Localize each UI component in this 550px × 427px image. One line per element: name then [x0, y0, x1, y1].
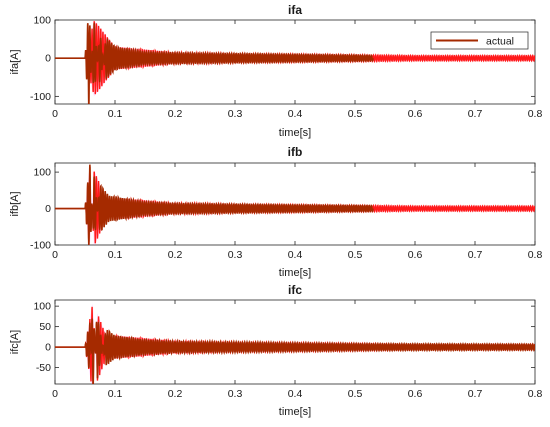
chart-title: ifa [288, 3, 302, 17]
x-tick-label: 0.1 [108, 388, 123, 400]
y-axis-label: ifc[A] [9, 330, 21, 354]
x-axis-label: time[s] [279, 406, 311, 418]
y-tick-label: 0 [45, 203, 51, 215]
legend-box [430, 31, 529, 50]
x-tick-label: 0.7 [468, 108, 483, 120]
y-tick-label: 50 [39, 321, 51, 333]
x-tick-label: 0.4 [288, 249, 303, 261]
series-actual-line [55, 318, 535, 384]
series-actual-line [55, 164, 374, 245]
x-tick-label: 0.5 [348, 249, 363, 261]
x-tick-label: 0.8 [528, 388, 543, 400]
legend-entry-actual: actual [486, 36, 514, 48]
y-tick-label: -100 [30, 240, 51, 252]
y-ticks: -100 0 100 [30, 167, 535, 252]
x-ticks: 0 0.1 0.2 0.3 0.4 0.5 0.6 0.7 0.8 [52, 300, 542, 400]
x-tick-label: 0.1 [108, 108, 123, 120]
x-tick-label: 0.6 [408, 108, 423, 120]
x-tick-label: 0.1 [108, 249, 123, 261]
series-lines [55, 21, 535, 104]
x-tick-label: 0 [52, 388, 58, 400]
x-tick-label: 0.2 [168, 388, 183, 400]
x-ticks: 0 0.1 0.2 0.3 0.4 0.5 0.6 0.7 0.8 [52, 20, 542, 120]
y-tick-label: 0 [45, 53, 51, 65]
x-tick-label: 0.3 [228, 388, 243, 400]
x-tick-label: 0 [52, 108, 58, 120]
x-tick-label: 0.2 [168, 108, 183, 120]
legend: actual [430, 31, 529, 50]
series-lines [55, 306, 535, 384]
x-tick-label: 0.4 [288, 388, 303, 400]
y-axis-label: ifa[A] [9, 49, 21, 74]
y-tick-label: 100 [33, 301, 51, 313]
x-axis-label: time[s] [279, 127, 311, 139]
chart-title: ifc [288, 283, 302, 297]
series-lines [55, 164, 535, 245]
x-tick-label: 0.3 [228, 249, 243, 261]
x-tick-label: 0.6 [408, 249, 423, 261]
x-tick-label: 0.8 [528, 249, 543, 261]
panel-ifc: ifc 0 0.1 0.2 0.3 0.4 0.5 0.6 0.7 0.8 -50050100 … [9, 283, 542, 418]
y-axis-label: ifb[A] [9, 191, 21, 216]
x-tick-label: 0.7 [468, 388, 483, 400]
x-tick-label: 0.5 [348, 388, 363, 400]
y-ticks: -100 0 100 [30, 15, 535, 103]
y-tick-label: 100 [33, 15, 51, 27]
x-tick-label: 0 [52, 249, 58, 261]
x-tick-label: 0.8 [528, 108, 543, 120]
x-tick-label: 0.2 [168, 249, 183, 261]
y-tick-label: 100 [33, 167, 51, 179]
chart-title: ifb [288, 145, 303, 159]
x-axis-label: time[s] [279, 267, 311, 279]
y-tick-label: -100 [30, 91, 51, 103]
x-tick-label: 0.6 [408, 388, 423, 400]
x-tick-label: 0.7 [468, 249, 483, 261]
x-tick-label: 0.3 [228, 108, 243, 120]
x-ticks: 0 0.1 0.2 0.3 0.4 0.5 0.6 0.7 0.8 [52, 163, 542, 261]
y-tick-label: 0 [45, 342, 51, 354]
x-tick-label: 0.5 [348, 108, 363, 120]
y-tick-label: -50 [36, 362, 51, 374]
series-actual-line [55, 22, 374, 104]
x-tick-label: 0.4 [288, 108, 303, 120]
